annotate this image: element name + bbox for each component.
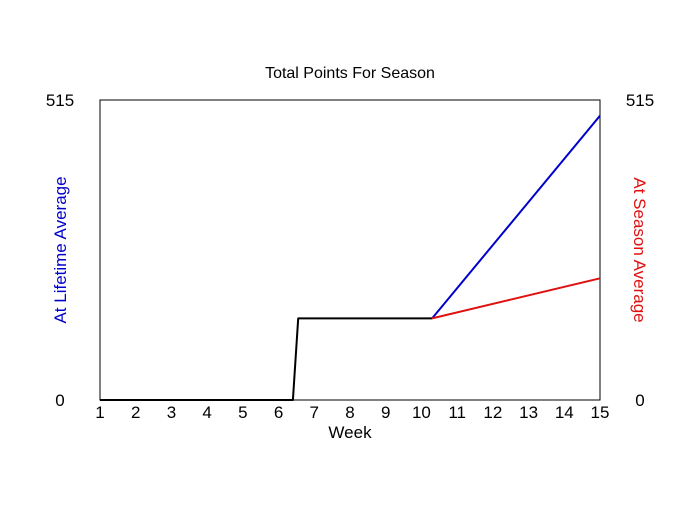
x-tick-label: 6 [274,403,283,422]
x-tick-label: 15 [591,403,610,422]
series-line-actual [100,317,433,401]
y-tick-right-max: 515 [626,91,654,110]
x-tick-label: 3 [167,403,176,422]
y-tick-left-min: 0 [55,391,64,410]
x-tick-label: 2 [131,403,140,422]
x-tick-label: 9 [381,403,390,422]
y-tick-right-min: 0 [635,391,644,410]
y-tick-left-max: 515 [46,91,74,110]
x-axis-ticks: 1 2 3 4 5 6 7 8 9 10 11 12 13 14 15 [95,403,609,422]
x-tick-label: 7 [310,403,319,422]
x-tick-label: 11 [448,403,466,422]
y-axis-right-label: At Season Average [630,177,649,322]
x-tick-label: 12 [483,403,502,422]
x-tick-label: 1 [95,403,104,422]
x-tick-label: 10 [412,403,431,422]
x-tick-label: 4 [202,403,211,422]
series-line-season [431,277,601,320]
series-line-lifetime [431,115,601,320]
plot-frame [99,99,601,401]
x-tick-label: 14 [555,403,574,422]
x-tick-label: 13 [519,403,538,422]
chart-title: Total Points For Season [265,65,435,82]
x-axis-label: Week [328,423,372,442]
x-tick-label: 5 [238,403,247,422]
series-layer [100,115,601,401]
x-tick-label: 8 [345,403,354,422]
y-axis-left-label: At Lifetime Average [51,176,70,323]
